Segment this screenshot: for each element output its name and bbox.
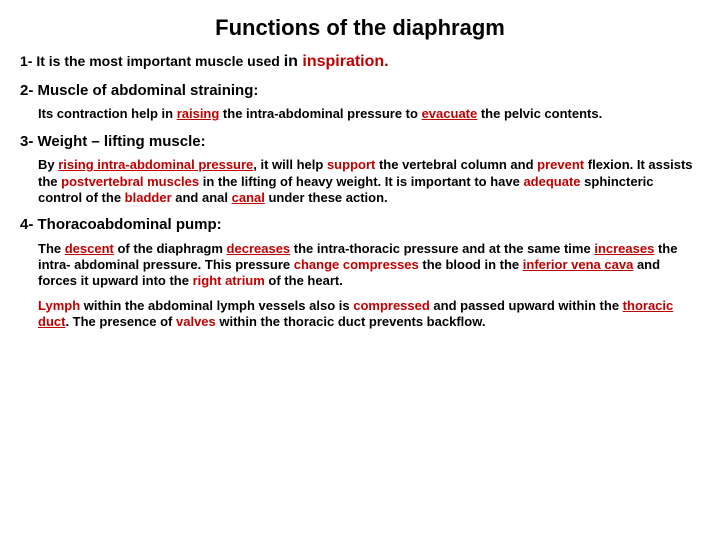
item-2-heading: 2- Muscle of abdominal straining: <box>20 82 700 101</box>
right-atrium: right atrium <box>193 273 265 288</box>
item-1-text: 1- It is the most important muscle used <box>20 53 284 69</box>
t: the vertebral column and <box>375 157 537 172</box>
t: the intra-thoracic pressure and at the s… <box>290 241 594 256</box>
descent: descent <box>65 241 114 256</box>
support: support <box>327 157 375 172</box>
evacuate: evacuate <box>422 106 478 121</box>
t: Its contraction help in <box>38 106 177 121</box>
item-3-heading: 3- Weight – lifting muscle: <box>20 133 700 152</box>
adequate: adequate <box>523 174 580 189</box>
postvertebral: postvertebral muscles <box>61 174 199 189</box>
t: . The presence of <box>65 314 176 329</box>
decreases: decreases <box>227 241 291 256</box>
t: in the lifting of heavy weight. It is im… <box>199 174 523 189</box>
t: and anal <box>172 190 232 205</box>
t: The <box>38 241 65 256</box>
t: within the thoracic duct prevents backfl… <box>216 314 486 329</box>
t: of the heart. <box>265 273 343 288</box>
lymph: Lymph <box>38 298 80 313</box>
valves: valves <box>176 314 216 329</box>
item-4-body-p2: Lymph within the abdominal lymph vessels… <box>38 298 700 331</box>
change-compresses: change compresses <box>294 257 419 272</box>
canal: canal <box>232 190 265 205</box>
t: By <box>38 157 58 172</box>
rising-pressure: rising intra-abdominal pressure <box>58 157 253 172</box>
t: within the abdominal lymph vessels also … <box>80 298 353 313</box>
t: and passed upward within the <box>430 298 623 313</box>
item-1-inspiration: inspiration. <box>302 53 388 70</box>
increases: increases <box>594 241 654 256</box>
compressed: compressed <box>353 298 430 313</box>
bladder: bladder <box>125 190 172 205</box>
t: the pelvic contents. <box>477 106 602 121</box>
t: of the diaphragm <box>114 241 227 256</box>
t: the intra-abdominal pressure to <box>219 106 421 121</box>
item-2-body: Its contraction help in raising the intr… <box>38 106 700 122</box>
item-1-in: in <box>284 53 303 70</box>
t: , it will help <box>253 157 327 172</box>
inferior-vena-cava: inferior vena cava <box>523 257 634 272</box>
item-4-body-p1: The descent of the diaphragm decreases t… <box>38 241 700 290</box>
item-1-heading: 1- It is the most important muscle used … <box>20 52 700 72</box>
item-4-heading: 4- Thoracoabdominal pump: <box>20 216 700 235</box>
t: the blood in the <box>419 257 523 272</box>
prevent: prevent <box>537 157 584 172</box>
page-title: Functions of the diaphragm <box>20 14 700 42</box>
t: under these action. <box>265 190 388 205</box>
item-3-body: By rising intra-abdominal pressure, it w… <box>38 157 700 206</box>
raising: raising <box>177 106 220 121</box>
